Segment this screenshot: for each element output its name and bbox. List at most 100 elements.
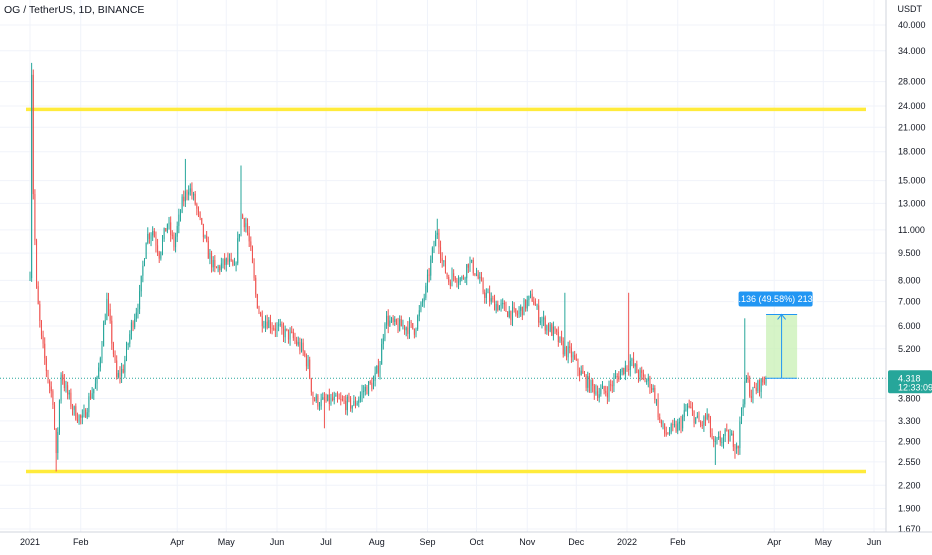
current-price-value: 4.318 [898, 373, 921, 383]
candle-body [65, 385, 67, 389]
candle-body [696, 415, 698, 418]
candle-body [119, 373, 121, 377]
candle-body [49, 381, 51, 387]
candle-body [739, 421, 741, 449]
candle-body [606, 392, 608, 398]
candle-body [588, 375, 590, 392]
x-tick-label: 2022 [617, 537, 637, 547]
candle-body [289, 331, 291, 340]
candle-body [129, 334, 131, 344]
candle-body [301, 342, 303, 351]
candle-body [219, 266, 221, 271]
candle-body [186, 191, 188, 195]
candle-body [242, 215, 244, 219]
candle-body [585, 375, 587, 388]
candle-body [178, 214, 180, 226]
candle-body [45, 358, 47, 371]
candle-body [727, 430, 729, 442]
candle-body [335, 394, 337, 397]
candle-body [78, 415, 80, 422]
candle-body [734, 446, 736, 449]
candle-body [633, 359, 635, 367]
candle-body [281, 323, 283, 329]
candle-body [742, 404, 744, 409]
y-axis[interactable]: 40.000 34.000 28.000 24.000 21.000 18.000 15.0… [885, 0, 932, 534]
candle-body [170, 222, 172, 235]
candle-body [72, 406, 74, 410]
candle-body [215, 266, 217, 269]
candle-body [703, 416, 705, 426]
candle-body [551, 324, 553, 336]
candle-body [507, 311, 509, 318]
candle-body [464, 278, 466, 280]
candle-body [76, 419, 78, 422]
x-tick-label: Nov [519, 537, 536, 547]
candle-body [193, 193, 195, 196]
candle-body [678, 421, 680, 424]
candle-body [268, 320, 270, 328]
candle-body [381, 344, 383, 365]
candle-body [431, 247, 433, 260]
candle-body [667, 433, 669, 435]
candle-body [202, 223, 204, 238]
candle-body [502, 303, 504, 305]
y-tick-label: 28.000 [898, 77, 926, 87]
measure-arrow-head [777, 313, 786, 320]
candle-body [729, 435, 731, 442]
candle-body [610, 384, 612, 386]
candle-body [554, 326, 556, 330]
candle-body [55, 428, 57, 454]
candle-body [75, 406, 77, 420]
candle-body [407, 327, 409, 334]
candle-body [543, 317, 545, 320]
candle-body [476, 274, 478, 276]
candle-body [456, 279, 458, 283]
candle-body [441, 258, 443, 262]
candle-body [453, 273, 455, 277]
candle-body [634, 364, 636, 367]
x-axis[interactable]: 2021 Feb Apr May Jun Jul Aug Sep Oct Nov Dec 2022 Fe… [0, 531, 932, 550]
candle-body [603, 386, 605, 391]
candle-body [93, 388, 95, 394]
candle-body [155, 237, 157, 246]
candle-body [240, 215, 242, 235]
candle-body [721, 442, 723, 444]
candle-body [534, 304, 536, 306]
candle-body [641, 370, 643, 373]
candle-body [181, 196, 183, 213]
candle-body [247, 223, 249, 233]
candle-body [582, 370, 584, 374]
candle-body [166, 224, 168, 232]
candle-body [330, 397, 332, 405]
candle-body [103, 324, 105, 347]
y-tick-label: 8.000 [898, 275, 921, 285]
candle-body [248, 232, 250, 242]
candle-body [691, 408, 693, 412]
candle-body [296, 340, 298, 345]
candle-body [574, 355, 576, 359]
y-tick-label: 34.000 [898, 46, 926, 56]
candle-body [556, 329, 558, 332]
candle-body [314, 400, 316, 402]
candle-body [220, 263, 222, 271]
candle-body [376, 365, 378, 373]
candle-body [402, 325, 404, 327]
candle-body [467, 264, 469, 268]
candle-body [530, 293, 532, 296]
candle-body [682, 416, 684, 429]
candle-body [400, 319, 402, 327]
measure-label-bg [738, 291, 813, 307]
candle-body [389, 320, 391, 326]
candle-body [487, 292, 489, 294]
candle-body [99, 358, 101, 368]
candle-body [479, 276, 481, 279]
candle-body [332, 397, 334, 401]
candle-body [443, 260, 445, 262]
measure-tool[interactable]: 2.136 (49.58%) 2136 [734, 291, 818, 379]
candle-body [279, 323, 281, 325]
candle-body [435, 234, 437, 247]
candle-body [433, 246, 435, 248]
candle-body [50, 386, 52, 392]
